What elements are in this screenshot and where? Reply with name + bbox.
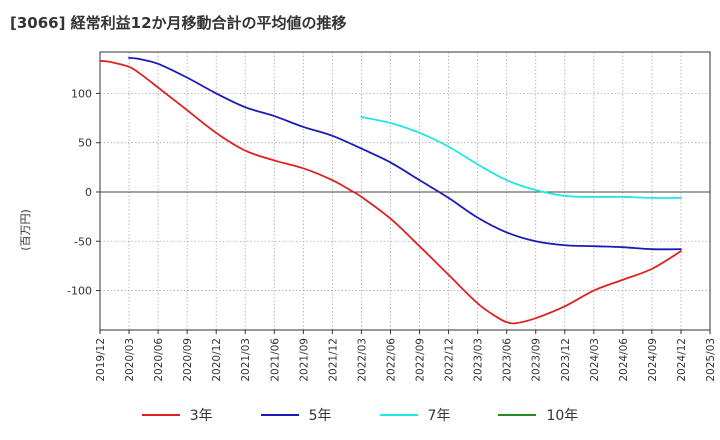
grid bbox=[99, 52, 711, 330]
legend-label-10y: 10年 bbox=[546, 408, 579, 424]
x-tick-label: 2023/12 bbox=[560, 338, 572, 382]
y-tick-label: 50 bbox=[78, 137, 92, 150]
legend-label-3y: 3年 bbox=[189, 408, 213, 424]
legend-line-3y bbox=[141, 414, 180, 416]
legend-item-10y[interactable]: 10年 bbox=[498, 405, 578, 425]
x-tick-label: 2022/09 bbox=[415, 338, 427, 382]
legend-line-10y bbox=[498, 414, 537, 416]
legend: 3年 5年 7年 10年 bbox=[0, 405, 720, 425]
x-tick-label: 2022/06 bbox=[385, 338, 397, 382]
series-line-3y bbox=[99, 59, 682, 325]
x-tick-label: 2021/06 bbox=[269, 338, 281, 382]
x-tick-label: 2020/09 bbox=[182, 338, 194, 382]
x-tick-label: 2024/12 bbox=[676, 338, 688, 382]
x-tick-label: 2019/12 bbox=[95, 338, 107, 382]
line-chart: 100 50 0 -50 -100 2019/12 2020/03 2020/06 2020/0… bbox=[67, 51, 717, 382]
x-tick-label: 2023/09 bbox=[531, 338, 543, 382]
x-tick-label: 2024/09 bbox=[647, 338, 659, 382]
legend-line-5y bbox=[260, 414, 299, 416]
series-line-7y bbox=[360, 116, 682, 199]
x-tick-label: 2024/03 bbox=[589, 338, 601, 382]
legend-item-7y[interactable]: 7年 bbox=[379, 405, 451, 425]
x-tick-label: 2020/03 bbox=[124, 338, 136, 382]
y-tick-label: 0 bbox=[85, 186, 92, 199]
x-tick-label: 2020/12 bbox=[211, 338, 223, 382]
x-tick-label: 2023/06 bbox=[502, 338, 514, 382]
x-tick-label: 2021/09 bbox=[298, 338, 310, 382]
axes: 100 50 0 -50 -100 2019/12 2020/03 2020/06 2020/0… bbox=[67, 51, 717, 382]
y-tick-label: -50 bbox=[74, 235, 92, 248]
x-tick-label: 2021/12 bbox=[327, 338, 339, 382]
chart-title: [3066] 経常利益12か月移動合計の平均値の推移 bbox=[10, 14, 347, 32]
legend-line-7y bbox=[379, 414, 418, 416]
x-tick-label: 2022/12 bbox=[444, 338, 456, 382]
series bbox=[99, 57, 682, 325]
series-line-5y bbox=[128, 57, 682, 251]
legend-label-5y: 5年 bbox=[308, 408, 332, 424]
x-tick-label: 2022/03 bbox=[356, 338, 368, 382]
x-tick-label: 2021/03 bbox=[240, 338, 252, 382]
legend-label-7y: 7年 bbox=[427, 408, 451, 424]
x-tick-label: 2020/06 bbox=[153, 338, 165, 382]
x-tick-label: 2024/06 bbox=[618, 338, 630, 382]
legend-item-3y[interactable]: 3年 bbox=[141, 405, 213, 425]
y-tick-label: 100 bbox=[71, 87, 92, 100]
x-tick-label: 2023/03 bbox=[473, 338, 485, 382]
x-tick-label: 2025/03 bbox=[705, 338, 717, 382]
y-tick-label: -100 bbox=[67, 285, 92, 298]
legend-item-5y[interactable]: 5年 bbox=[260, 405, 332, 425]
plot-frame bbox=[99, 51, 711, 331]
